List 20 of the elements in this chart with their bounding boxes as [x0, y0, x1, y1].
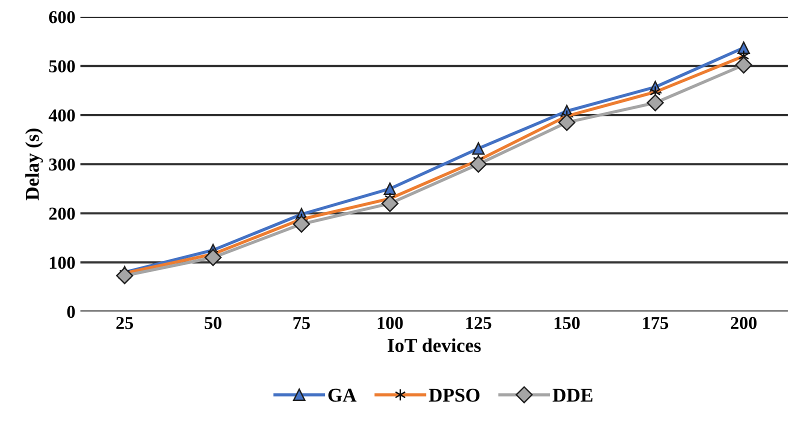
y-tick-label: 500	[49, 60, 75, 72]
x-tick-label: 200	[730, 316, 757, 330]
x-axis-title: IoT devices	[388, 338, 481, 352]
y-tick-label: 100	[50, 256, 75, 269]
y-tick-label: 300	[49, 158, 75, 171]
x-tick-label: 25	[116, 316, 133, 330]
x-tick-label: 100	[378, 316, 403, 330]
x-tick-label: 75	[294, 317, 310, 330]
y-tick-label: 200	[49, 208, 75, 220]
y-tick-label: 600	[49, 11, 75, 24]
y-tick-label: 400	[48, 109, 75, 122]
x-tick-label: 50	[204, 316, 222, 330]
legend-label: GA	[328, 388, 356, 402]
y-axis-title: Delay (s)	[25, 128, 43, 200]
x-tick-label: 150	[554, 316, 580, 330]
legend-label: DDE	[552, 388, 592, 402]
x-tick-label: 175	[643, 317, 668, 330]
x-tick-label: 125	[466, 316, 492, 330]
y-tick-label: 0	[67, 306, 75, 318]
legend-label: DPSO	[428, 388, 480, 402]
